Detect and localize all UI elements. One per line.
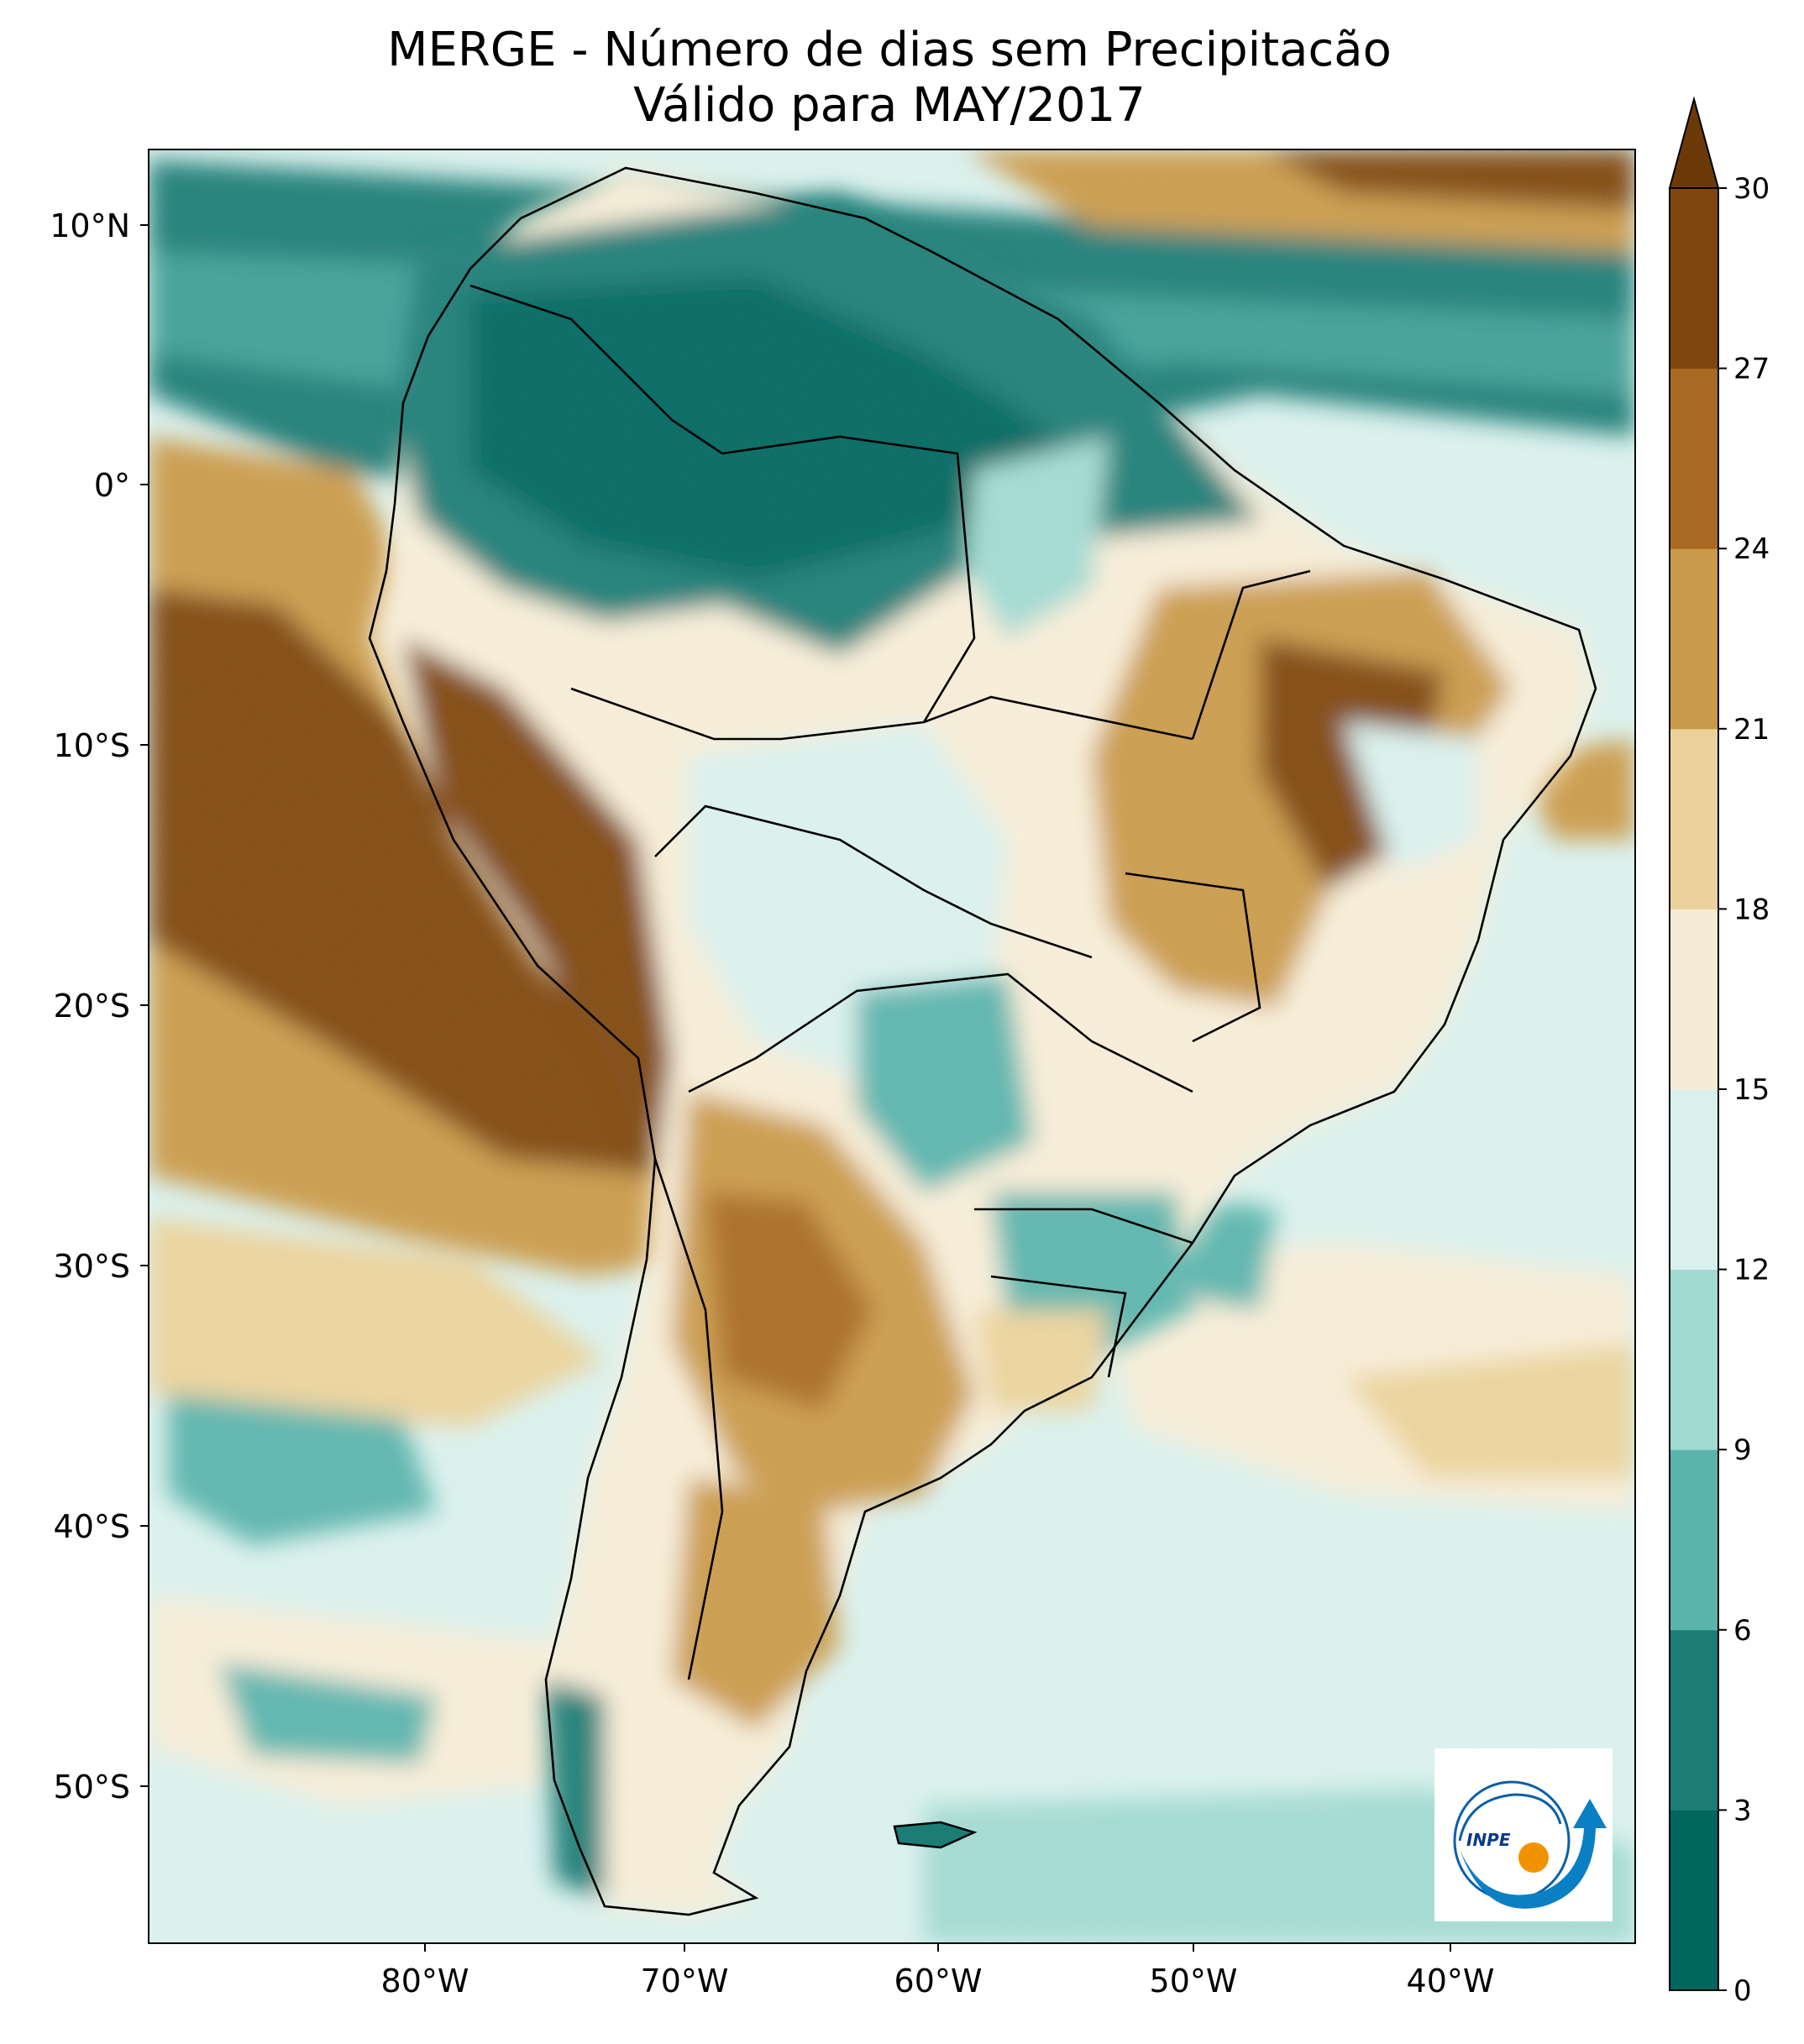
colorbar-tick-label: 27 xyxy=(1733,353,1770,386)
inpe-logo: INPE xyxy=(1434,1748,1613,1921)
lon-label-70w: 70°W xyxy=(641,1963,729,1999)
colorbar-extend-arrow xyxy=(1668,96,1720,189)
colorbar-tick-label: 15 xyxy=(1733,1073,1770,1107)
texture-overlay xyxy=(149,149,1635,1943)
lon-label-50w: 50°W xyxy=(1150,1963,1238,1999)
lon-label-60w: 60°W xyxy=(894,1963,983,1999)
inpe-logo-graphic: INPE xyxy=(1453,1780,1607,1909)
colorbar-tick-label: 3 xyxy=(1733,1794,1752,1827)
colorbar-segment xyxy=(1670,368,1718,549)
colorbar-tick-label: 12 xyxy=(1733,1254,1770,1287)
boundaries xyxy=(368,166,1597,1916)
falkland-islands xyxy=(893,1821,978,1849)
lon-label-80w: 80°W xyxy=(381,1963,469,1999)
colorbar-segment xyxy=(1670,1449,1718,1631)
colorbar-segment xyxy=(1670,188,1718,369)
map-frame xyxy=(148,149,1636,1944)
colorbar-tick-label: 24 xyxy=(1733,532,1770,566)
colorbar-segment xyxy=(1670,548,1718,730)
colorbar-segment xyxy=(1670,1629,1718,1811)
lon-axis: 80°W 70°W 60°W 50°W 40°W xyxy=(381,1943,1495,1999)
colorbar-segment xyxy=(1670,728,1718,909)
colorbar-tick-label: 30 xyxy=(1733,172,1770,206)
lat-axis: 10°N 0° 10°S 20°S 30°S 40°S 50°S xyxy=(50,207,149,1806)
lat-label-30s: 30°S xyxy=(54,1248,130,1285)
lat-label-10s: 10°S xyxy=(54,727,130,764)
lat-label-40s: 40°S xyxy=(54,1508,130,1545)
map-title-line2: Válido para MAY/2017 xyxy=(633,78,1146,133)
map-panel xyxy=(149,149,1635,1943)
map-title-line1: MERGE - Número de dias sem Precipitacão xyxy=(387,23,1392,77)
lat-label-0: 0° xyxy=(94,467,130,504)
lat-label-20s: 20°S xyxy=(54,988,130,1025)
colorbar-tick-label: 0 xyxy=(1733,1974,1752,2008)
lat-label-10n: 10°N xyxy=(50,207,130,244)
colorbar-tick-label: 6 xyxy=(1733,1614,1752,1648)
colorbar-segment xyxy=(1670,1269,1718,1450)
lon-label-40w: 40°W xyxy=(1407,1963,1495,1999)
colorbar-segment xyxy=(1670,1810,1718,1991)
colorbar-tick-label: 9 xyxy=(1733,1433,1752,1467)
inpe-logo-text: INPE xyxy=(1466,1830,1511,1850)
colorbar-tick-label: 18 xyxy=(1733,893,1770,926)
colorbar-tick-label: 21 xyxy=(1733,713,1770,747)
colorbar: 0 3 6 9 12 15 18 21 24 27 30 xyxy=(1668,96,1770,2008)
colorbar-segment xyxy=(1670,1089,1718,1271)
lat-label-50s: 50°S xyxy=(54,1769,130,1806)
colorbar-segment xyxy=(1670,909,1718,1090)
